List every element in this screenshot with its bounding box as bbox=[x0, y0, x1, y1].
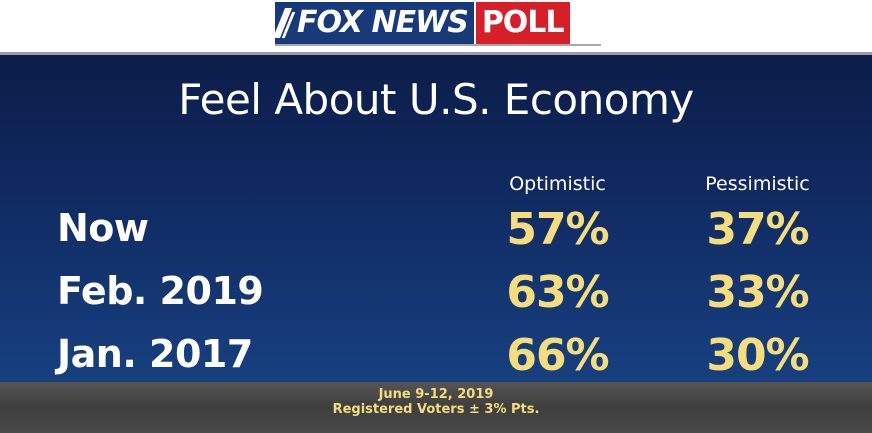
logo-underline bbox=[275, 44, 601, 46]
value-feb-2019-pessimistic: 33% bbox=[706, 267, 809, 318]
searchlight-icon bbox=[275, 2, 295, 44]
row-label-now: Now bbox=[57, 206, 149, 250]
value-jan-2017-optimistic: 66% bbox=[506, 330, 609, 381]
logo-fox-news-text: FOX NEWS bbox=[295, 2, 474, 44]
chart-title: Feel About U.S. Economy bbox=[178, 75, 694, 124]
value-jan-2017-pessimistic: 30% bbox=[706, 330, 809, 381]
sample-margin-of-error: Registered Voters ± 3% Pts. bbox=[332, 402, 540, 417]
row-label-jan-2017: Jan. 2017 bbox=[57, 332, 253, 376]
value-feb-2019-optimistic: 63% bbox=[506, 267, 609, 318]
footer-bar bbox=[0, 382, 872, 433]
fox-news-poll-logo: FOX NEWS POLL bbox=[275, 2, 570, 44]
value-now-optimistic: 57% bbox=[506, 204, 609, 255]
results-panel bbox=[0, 55, 872, 382]
column-header-pessimistic: Pessimistic bbox=[705, 173, 810, 195]
logo-poll-text: POLL bbox=[475, 2, 570, 44]
value-now-pessimistic: 37% bbox=[706, 204, 809, 255]
column-header-optimistic: Optimistic bbox=[509, 173, 606, 195]
panel-top-edge bbox=[0, 52, 872, 56]
poll-dates: June 9-12, 2019 bbox=[378, 387, 494, 402]
row-label-feb-2019: Feb. 2019 bbox=[57, 269, 264, 313]
